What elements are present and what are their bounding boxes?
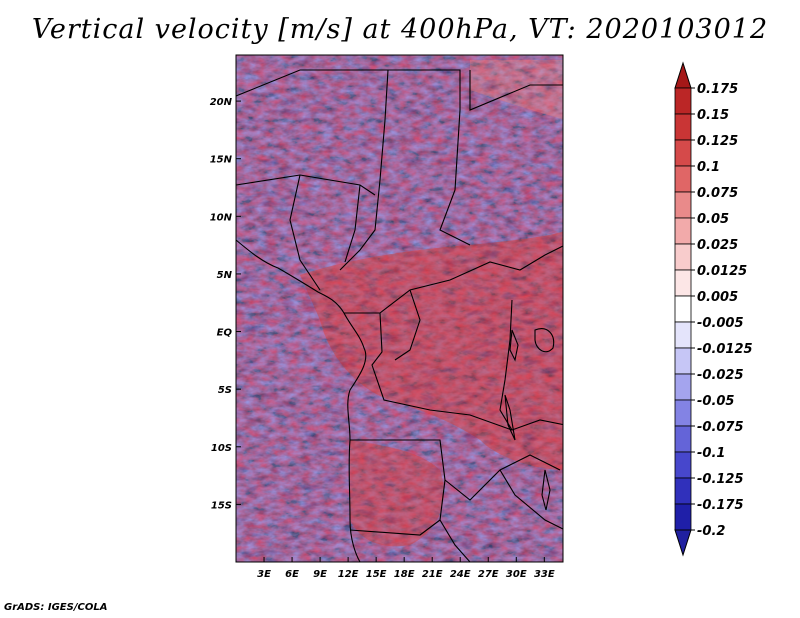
- lon-tick-label: 12E: [338, 569, 359, 580]
- colorbar-swatch: [674, 269, 692, 297]
- colorbar-swatch: [674, 243, 692, 271]
- colorbar: 0.175 0.15 0.125 0.1 0.075 0.05 0.025 0.0125 0.0…: [674, 61, 753, 557]
- longitude-axis: 3E 6E 9E 12E 15E 18E 21E 24E 27E 30E 33E: [257, 557, 555, 580]
- lat-tick-label: 5S: [218, 385, 232, 396]
- chart-title: Vertical velocity [m/s] at 400hPa, VT: 2…: [31, 14, 769, 45]
- lon-tick-label: 27E: [478, 569, 499, 580]
- colorbar-label: 0.0125: [697, 264, 747, 279]
- colorbar-swatch: [674, 451, 692, 479]
- colorbar-swatch: [674, 139, 692, 167]
- colorbar-label: -0.005: [697, 316, 744, 331]
- colorbar-swatch: [674, 503, 692, 531]
- colorbar-label: 0.005: [697, 290, 738, 305]
- colorbar-label: -0.025: [697, 368, 744, 383]
- colorbar-label: 0.025: [697, 238, 738, 253]
- colorbar-swatch: [674, 373, 692, 401]
- colorbar-label: -0.125: [697, 472, 744, 487]
- colorbar-swatch: [674, 399, 692, 427]
- latitude-axis: 20N 15N 10N 5N EQ 5S 10S 15S: [210, 97, 241, 511]
- lon-tick-label: 15E: [366, 569, 387, 580]
- colorbar-label: 0.05: [697, 212, 729, 227]
- colorbar-swatch: [674, 217, 692, 245]
- velocity-field: [236, 55, 563, 562]
- colorbar-label: -0.075: [697, 420, 744, 435]
- lon-tick-label: 33E: [534, 569, 555, 580]
- colorbar-label: 0.175: [697, 82, 738, 97]
- colorbar-label: 0.15: [697, 108, 729, 123]
- colorbar-swatch: [674, 347, 692, 375]
- country-borders: [236, 69, 563, 562]
- colorbar-swatch: [674, 165, 692, 193]
- colorbar-swatch: [674, 295, 692, 323]
- colorbar-swatch: [674, 477, 692, 505]
- lon-tick-label: 18E: [394, 569, 415, 580]
- lat-tick-label: 15S: [211, 500, 232, 511]
- lon-tick-label: 21E: [422, 569, 443, 580]
- colorbar-swatch: [674, 113, 692, 141]
- lon-tick-label: 3E: [257, 569, 271, 580]
- lon-tick-label: 9E: [313, 569, 327, 580]
- colorbar-label: 0.075: [697, 186, 738, 201]
- colorbar-label: 0.1: [697, 160, 720, 175]
- colorbar-label: -0.0125: [697, 342, 753, 357]
- colorbar-swatch: [674, 321, 692, 349]
- colorbar-bottom-arrow: [674, 529, 692, 557]
- colorbar-label: -0.1: [697, 446, 725, 461]
- map-frame: [235, 54, 564, 563]
- lon-tick-label: 30E: [506, 569, 527, 580]
- colorbar-label: -0.175: [697, 498, 744, 513]
- lon-tick-label: 24E: [450, 569, 471, 580]
- lat-tick-label: 20N: [210, 97, 233, 108]
- colorbar-label: -0.2: [697, 524, 725, 539]
- colorbar-swatch: [674, 87, 692, 115]
- lat-tick-label: 15N: [210, 155, 233, 166]
- lat-tick-label: 10S: [211, 443, 232, 454]
- grads-credit: GrADS: IGES/COLA: [4, 602, 108, 613]
- colorbar-label: -0.05: [697, 394, 734, 409]
- colorbar-top-arrow: [674, 61, 692, 89]
- lon-tick-label: 6E: [285, 569, 299, 580]
- colorbar-swatch: [674, 425, 692, 453]
- lat-tick-label: EQ: [217, 328, 233, 339]
- lat-tick-label: 5N: [217, 270, 233, 281]
- lat-tick-label: 10N: [210, 212, 233, 223]
- colorbar-swatch: [674, 191, 692, 219]
- colorbar-label: 0.125: [697, 134, 738, 149]
